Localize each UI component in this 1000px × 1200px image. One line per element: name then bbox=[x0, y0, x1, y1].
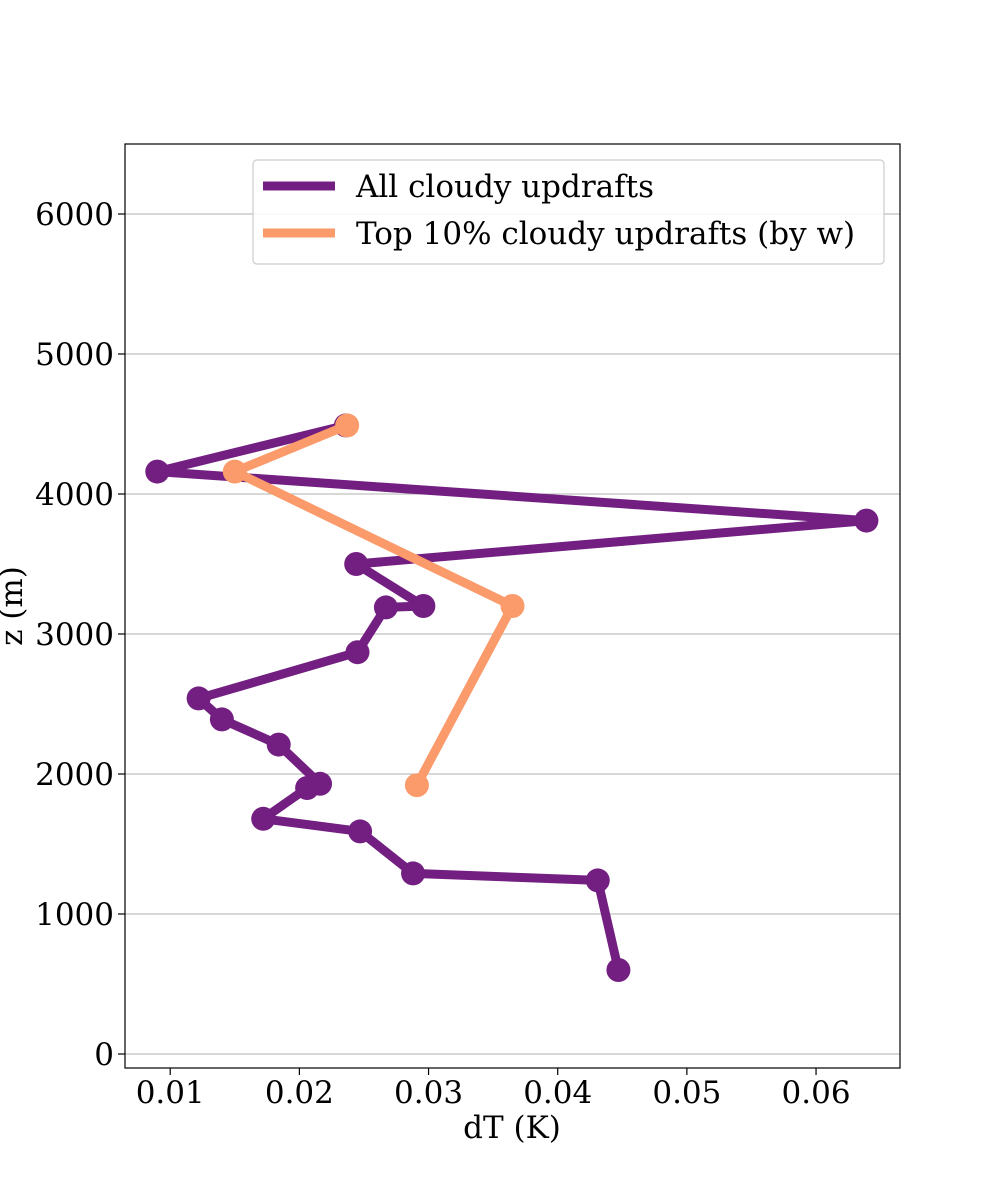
data-point bbox=[404, 773, 429, 798]
data-point bbox=[401, 861, 426, 886]
x-axis-label: dT (K) bbox=[463, 1110, 561, 1146]
plot-series bbox=[145, 413, 879, 982]
data-point bbox=[308, 771, 333, 796]
x-tick-label: 0.02 bbox=[265, 1075, 334, 1111]
x-tick-label: 0.04 bbox=[523, 1075, 592, 1111]
y-axis-label: z (m) bbox=[0, 566, 30, 646]
data-point bbox=[344, 552, 369, 576]
x-tick-label: 0.06 bbox=[782, 1075, 851, 1111]
legend: All cloudy updrafts Top 10% cloudy updra… bbox=[252, 159, 885, 265]
series-line bbox=[152, 420, 871, 975]
x-tick-label: 0.03 bbox=[394, 1075, 463, 1111]
y-tick-label: 3000 bbox=[35, 617, 114, 653]
x-tick-label: 0.01 bbox=[136, 1075, 205, 1111]
series-top-10-cloudy-updrafts-by-w bbox=[222, 413, 525, 798]
y-tick-label: 5000 bbox=[35, 337, 114, 373]
axis-ticks: 0 1000 2000 3000 4000 5000 6000 0.01 0.02 0.03 0.0… bbox=[35, 197, 850, 1111]
data-point bbox=[585, 868, 610, 893]
grid-lines bbox=[125, 213, 900, 1055]
data-point bbox=[348, 819, 373, 844]
legend-box bbox=[252, 159, 885, 265]
data-point bbox=[266, 732, 291, 757]
data-point bbox=[411, 594, 436, 618]
x-tick-label: 0.05 bbox=[652, 1075, 721, 1111]
y-tick-label: 2000 bbox=[35, 757, 114, 793]
data-point bbox=[500, 594, 525, 618]
data-point bbox=[606, 958, 631, 982]
legend-label-all-cloudy-updrafts: All cloudy updrafts bbox=[355, 169, 654, 205]
data-point bbox=[145, 459, 170, 484]
data-point bbox=[209, 707, 234, 732]
plot-frame bbox=[124, 143, 901, 1069]
data-point bbox=[335, 413, 360, 438]
series-line bbox=[230, 420, 517, 790]
y-tick-label: 6000 bbox=[35, 197, 114, 233]
data-point bbox=[373, 595, 398, 620]
y-tick-label: 1000 bbox=[35, 897, 114, 933]
data-point bbox=[222, 459, 247, 484]
data-point bbox=[186, 686, 211, 711]
y-tick-label: 0 bbox=[94, 1037, 114, 1073]
data-point bbox=[345, 640, 370, 665]
data-point bbox=[251, 806, 276, 831]
legend-label-top-10-cloudy-updrafts: Top 10% cloudy updrafts (by w) bbox=[356, 216, 855, 252]
data-point bbox=[854, 508, 879, 533]
y-tick-label: 4000 bbox=[35, 477, 114, 513]
series-all-cloudy-updrafts bbox=[145, 413, 879, 982]
